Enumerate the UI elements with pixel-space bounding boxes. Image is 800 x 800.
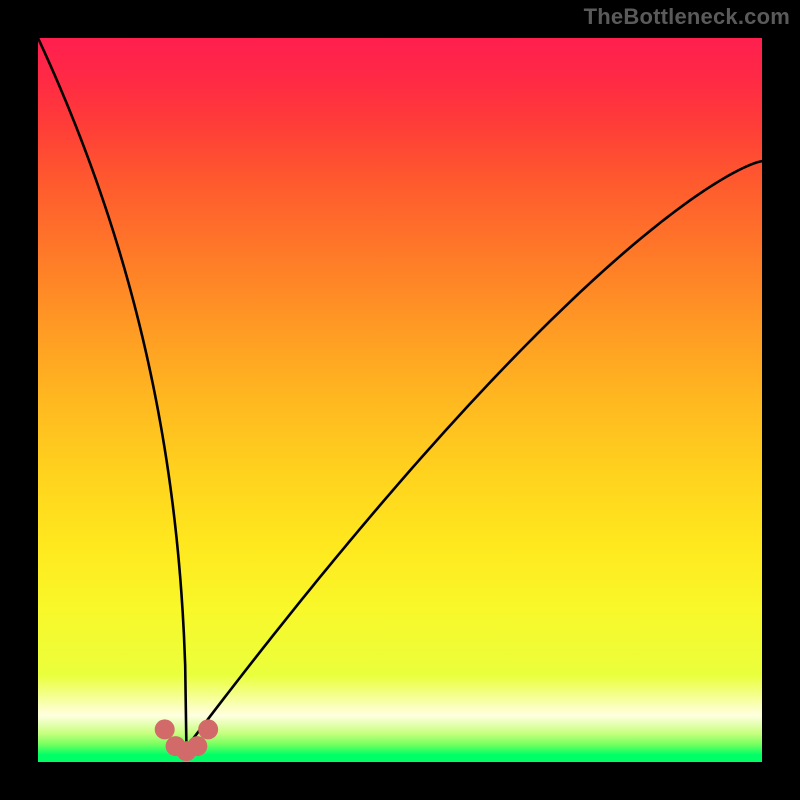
vertex-marker	[155, 719, 175, 739]
plot-area	[38, 38, 762, 762]
vertex-marker	[187, 736, 207, 756]
chart-stage: TheBottleneck.com	[0, 0, 800, 800]
vertex-marker	[198, 719, 218, 739]
watermark-text: TheBottleneck.com	[584, 4, 790, 30]
chart-svg	[0, 0, 800, 800]
